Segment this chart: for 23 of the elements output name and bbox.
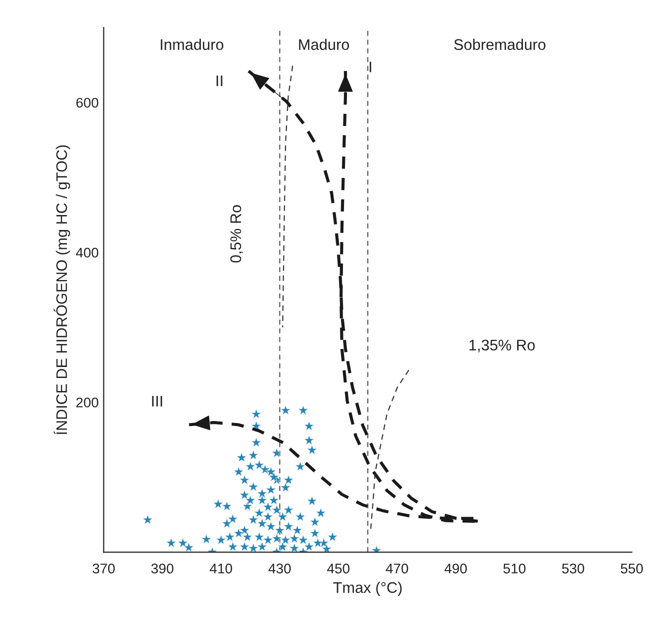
x-tick-label: 390 <box>151 564 174 574</box>
x-tick-label: 370 <box>92 564 115 574</box>
x-tick-label: 530 <box>562 564 584 574</box>
x-tick-label: 490 <box>444 564 467 574</box>
x-tick-label: 550 <box>620 564 643 574</box>
annotation: Inmaduro <box>160 38 224 50</box>
x-axis-title: Tmax (°C) <box>333 582 402 596</box>
annotation: 0,5% Ro <box>230 205 243 263</box>
annotation: II <box>216 76 222 86</box>
y-tick-label: 200 <box>76 398 98 408</box>
annotation: I <box>370 62 372 72</box>
y-tick-label: 600 <box>76 98 98 108</box>
annotation: Maduro <box>299 38 349 50</box>
x-tick-label: 410 <box>210 564 232 574</box>
annotation: III <box>152 396 162 406</box>
x-tick-label: 430 <box>268 564 291 574</box>
x-tick-label: 470 <box>386 564 408 574</box>
annotation: Sobremaduro <box>454 38 546 50</box>
x-tick-label: 450 <box>327 564 350 574</box>
x-tick-label: 510 <box>503 564 526 574</box>
y-axis-title: ÍNDICE DE HIDRÓGENO (mg HC / gTOC) <box>54 145 70 434</box>
annotation: 1,35% Ro <box>469 340 535 352</box>
y-tick-label: 400 <box>76 248 98 258</box>
